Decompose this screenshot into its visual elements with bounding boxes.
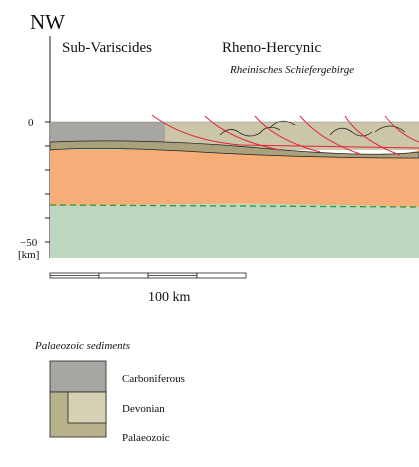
direction-label: NW bbox=[30, 10, 65, 34]
region-label: Rheno-Hercynic bbox=[222, 40, 321, 56]
region-label: Sub-Variscides bbox=[62, 40, 152, 56]
scale-bar bbox=[49, 272, 247, 279]
scale-label: 100 km bbox=[148, 290, 191, 305]
legend-label: Carboniferous bbox=[122, 373, 185, 385]
legend-title: Palaeozoic sediments bbox=[34, 340, 130, 352]
legend-label: Devonian bbox=[122, 403, 165, 415]
subtitle: Rheinisches Schiefergebirge bbox=[229, 64, 354, 76]
legend-label: Palaeozoic bbox=[122, 432, 170, 444]
depth-unit: [km] bbox=[18, 249, 39, 261]
depth-label: −50 bbox=[20, 237, 38, 249]
legend-swatches bbox=[49, 360, 107, 438]
depth-label: 0 bbox=[28, 117, 34, 129]
cross-section bbox=[49, 114, 419, 258]
depth-ticks bbox=[45, 121, 50, 243]
